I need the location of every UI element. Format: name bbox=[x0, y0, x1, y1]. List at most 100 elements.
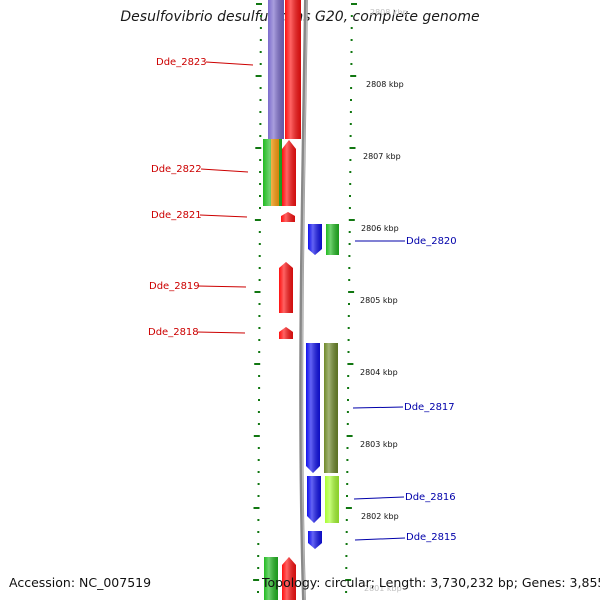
minor-tick bbox=[259, 99, 262, 101]
minor-tick bbox=[346, 459, 349, 461]
minor-tick bbox=[257, 459, 260, 461]
kbp-label: 2802 kbp bbox=[361, 512, 399, 521]
minor-tick bbox=[258, 303, 261, 305]
gene-label-text[interactable]: Dde_2817 bbox=[404, 402, 455, 413]
major-tick bbox=[253, 579, 260, 581]
left-tick-track bbox=[253, 3, 262, 593]
gene-label-dde-2822[interactable]: Dde_2822 bbox=[151, 164, 249, 175]
major-tick bbox=[346, 435, 353, 437]
minor-tick bbox=[259, 51, 262, 53]
gene-label-dde-2817[interactable]: Dde_2817 bbox=[352, 402, 455, 413]
minor-tick bbox=[257, 519, 260, 521]
minor-tick bbox=[257, 483, 260, 485]
kbp-label: 2803 kbp bbox=[360, 440, 398, 449]
gene-label-text[interactable]: Dde_2821 bbox=[151, 210, 202, 221]
minor-tick bbox=[350, 63, 353, 65]
minor-tick bbox=[346, 495, 348, 497]
kbp-label: 2806 kbp bbox=[361, 224, 399, 233]
minor-tick bbox=[259, 63, 262, 65]
minor-tick bbox=[258, 267, 261, 269]
minor-tick bbox=[259, 171, 262, 173]
major-tick bbox=[349, 147, 356, 149]
gene-label-text[interactable]: Dde_2816 bbox=[405, 492, 456, 503]
accession-text: Accession: NC_007519 bbox=[9, 575, 152, 590]
minor-tick bbox=[349, 135, 352, 137]
minor-tick bbox=[259, 207, 261, 209]
minor-tick bbox=[349, 123, 352, 125]
minor-tick bbox=[347, 399, 349, 401]
minor-tick bbox=[257, 495, 260, 497]
gene-label-dde-2816[interactable]: Dde_2816 bbox=[353, 492, 456, 503]
minor-tick bbox=[258, 279, 261, 281]
minor-tick bbox=[349, 111, 352, 113]
minor-tick bbox=[258, 255, 261, 257]
minor-tick bbox=[345, 531, 348, 533]
minor-tick bbox=[350, 39, 353, 41]
kbp-label: 2807 kbp bbox=[363, 152, 401, 161]
minor-tick bbox=[349, 159, 352, 161]
major-tick bbox=[253, 507, 260, 509]
minor-tick bbox=[347, 351, 350, 353]
right-tick-track bbox=[345, 3, 357, 593]
gene-label-text[interactable]: Dde_2819 bbox=[149, 281, 200, 292]
minor-tick bbox=[347, 339, 350, 341]
minor-tick bbox=[346, 471, 349, 473]
minor-tick bbox=[259, 183, 262, 185]
minor-tick bbox=[348, 279, 351, 281]
minor-tick bbox=[348, 231, 351, 233]
gene-label-dde-2815[interactable]: Dde_2815 bbox=[354, 532, 457, 543]
gene-label-dde-2820[interactable]: Dde_2820 bbox=[355, 236, 457, 247]
minor-tick bbox=[257, 591, 259, 593]
minor-tick bbox=[258, 243, 261, 245]
minor-tick bbox=[349, 171, 352, 173]
kbp-label: 2804 kbp bbox=[360, 368, 398, 377]
major-tick bbox=[254, 291, 261, 293]
minor-tick bbox=[346, 411, 349, 413]
gene-label-dde-2823[interactable]: Dde_2823 bbox=[156, 57, 254, 68]
gene-label-dde-2818[interactable]: Dde_2818 bbox=[148, 327, 246, 338]
minor-tick bbox=[350, 51, 353, 53]
gene-label-text[interactable]: Dde_2822 bbox=[151, 164, 202, 175]
genome-backbone bbox=[299, 0, 308, 600]
major-tick bbox=[348, 219, 355, 221]
minor-tick bbox=[348, 207, 351, 209]
minor-tick bbox=[257, 411, 260, 413]
genome-summary-text: Topology: circular; Length: 3,730,232 bp… bbox=[262, 575, 600, 590]
minor-tick bbox=[259, 159, 262, 161]
minor-tick bbox=[350, 87, 353, 89]
kbp-label: 2808 kbp bbox=[370, 8, 408, 17]
kbp-label: 2801 kbp bbox=[364, 584, 402, 593]
major-tick bbox=[254, 219, 261, 221]
minor-tick bbox=[346, 483, 349, 485]
minor-tick bbox=[258, 375, 261, 377]
gene-label-text[interactable]: Dde_2818 bbox=[148, 327, 199, 338]
minor-tick bbox=[350, 27, 353, 29]
minor-tick bbox=[259, 135, 262, 137]
minor-tick bbox=[257, 555, 260, 557]
minor-tick bbox=[347, 315, 350, 317]
gene-label-dde-2821[interactable]: Dde_2821 bbox=[151, 210, 248, 221]
minor-tick bbox=[348, 267, 351, 269]
gene-label-text[interactable]: Dde_2820 bbox=[406, 236, 457, 247]
minor-tick bbox=[348, 255, 351, 257]
minor-tick bbox=[258, 315, 261, 317]
kbp-label: 2805 kbp bbox=[360, 296, 398, 305]
gene-label-text[interactable]: Dde_2823 bbox=[156, 57, 207, 68]
minor-tick bbox=[259, 15, 262, 17]
minor-tick bbox=[350, 99, 352, 101]
gene-label-text[interactable]: Dde_2815 bbox=[406, 532, 457, 543]
minor-tick bbox=[345, 555, 348, 557]
minor-tick bbox=[349, 183, 352, 185]
minor-tick bbox=[258, 399, 260, 401]
minor-tick bbox=[258, 387, 261, 389]
minor-tick bbox=[345, 591, 348, 593]
minor-tick bbox=[349, 195, 351, 197]
minor-tick bbox=[346, 447, 349, 449]
gene-label-dde-2819[interactable]: Dde_2819 bbox=[149, 281, 247, 292]
minor-tick bbox=[346, 423, 349, 425]
minor-tick bbox=[257, 531, 260, 533]
minor-tick bbox=[350, 15, 353, 17]
minor-tick bbox=[257, 567, 260, 569]
